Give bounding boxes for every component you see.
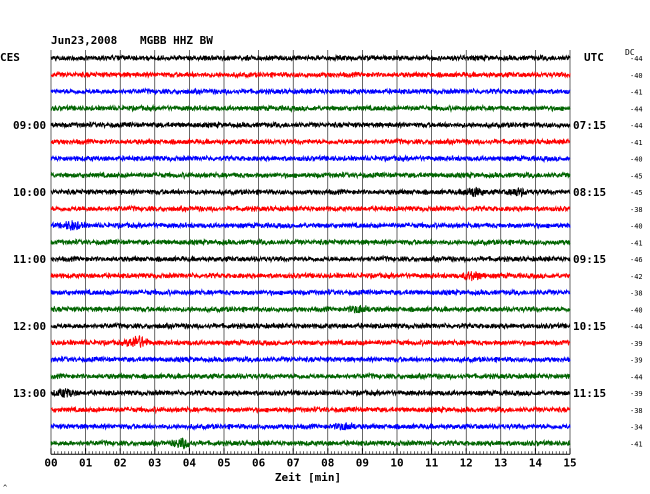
right-time-labels: 07:15 08:15 09:15 10:15 11:15: [573, 119, 606, 400]
trace-line: [50, 53, 571, 63]
x-tick-label: 10: [390, 456, 403, 469]
trace-line: [50, 103, 571, 114]
x-axis: 00 01 02 03 04 05 06 07 08 09 10 11 12 13 14 15: [44, 448, 577, 469]
seismic-traces: [50, 53, 571, 450]
dc-offset-value: -41: [630, 440, 643, 448]
dc-offset-values: -44 -40 -41 -44 -44 -41 -40 -45 -45 -38 -40 -41 -46 -…: [630, 55, 643, 448]
header-date: Jun23,2008: [51, 34, 117, 47]
trace-line: [50, 170, 571, 180]
x-tick-label: 03: [148, 456, 161, 469]
right-time-label: 08:15: [573, 186, 606, 199]
right-time-label: 10:15: [573, 320, 606, 333]
dc-offset-value: -44: [630, 323, 643, 331]
trace-line: [50, 137, 571, 147]
dc-offset-value: -34: [630, 424, 643, 432]
trace-line: [50, 371, 571, 381]
dc-offset-value: -41: [630, 139, 643, 147]
dc-offset-value: -46: [630, 256, 643, 264]
x-tick-label: 13: [494, 456, 507, 469]
x-tick-label: 01: [79, 456, 93, 469]
left-time-label: 09:00: [13, 119, 46, 132]
trace-line: [50, 271, 571, 282]
dc-offset-value: -44: [630, 373, 643, 381]
x-tick-label: 11: [425, 456, 439, 469]
trace-line: [50, 388, 571, 398]
dc-offset-value: -39: [630, 390, 643, 398]
x-tick-label: 02: [114, 456, 127, 469]
x-tick-label: 07: [287, 456, 300, 469]
trace-line: [50, 355, 571, 364]
x-axis-label: Zeit [min]: [275, 471, 341, 484]
dc-offset-value: -40: [630, 306, 643, 314]
trace-line: [50, 422, 571, 431]
dc-offset-value: -40: [630, 72, 643, 80]
x-tick-label: 04: [183, 456, 197, 469]
time-grid: [50, 50, 571, 452]
trace-line: [50, 437, 571, 450]
trace-line: [50, 288, 571, 298]
trace-line: [50, 204, 571, 214]
dc-offset-value: -44: [630, 105, 643, 113]
x-tick-label: 05: [217, 456, 230, 469]
trace-line: [50, 220, 571, 231]
dc-offset-value: -41: [630, 89, 643, 97]
dc-offset-value: -44: [630, 55, 643, 63]
trace-line: [50, 120, 571, 130]
dc-offset-value: -38: [630, 407, 643, 415]
x-tick-label: 06: [252, 456, 266, 469]
dc-offset-value: -45: [630, 189, 643, 197]
trace-line: [50, 405, 571, 415]
trace-line: [50, 254, 571, 264]
x-tick-label: 08: [321, 456, 334, 469]
x-tick-label: 09: [356, 456, 369, 469]
dc-offset-value: -40: [630, 223, 643, 231]
trace-line: [50, 321, 571, 331]
right-time-label: 07:15: [573, 119, 606, 132]
trace-line: [50, 186, 571, 198]
left-time-label: 12:00: [13, 320, 46, 333]
right-time-label: 09:15: [573, 253, 606, 266]
dc-offset-value: -40: [630, 156, 643, 164]
dc-offset-value: -38: [630, 290, 643, 298]
dc-label: DC: [625, 48, 635, 57]
dc-offset-value: -39: [630, 340, 643, 348]
left-time-label: 10:00: [13, 186, 46, 199]
trace-line: [50, 237, 571, 247]
x-tick-label: 15: [563, 456, 576, 469]
right-time-label: 11:15: [573, 387, 606, 400]
trace-line: [50, 154, 571, 164]
header-station: MGBB HHZ BW: [140, 34, 213, 47]
x-tick-label: 14: [529, 456, 543, 469]
trace-line: [50, 70, 571, 80]
dc-offset-value: -39: [630, 357, 643, 365]
left-time-labels: 09:00 10:00 11:00 12:00 13:00: [13, 119, 46, 400]
trace-line: [50, 335, 571, 348]
dc-offset-value: -42: [630, 273, 643, 281]
left-time-label: 13:00: [13, 387, 46, 400]
trace-line: [50, 304, 571, 314]
dc-offset-value: -45: [630, 172, 643, 180]
dc-offset-value: -38: [630, 206, 643, 214]
left-time-label: 11:00: [13, 253, 46, 266]
dc-offset-value: -41: [630, 239, 643, 247]
trace-line: [50, 87, 571, 96]
x-tick-label: 00: [44, 456, 57, 469]
dc-offset-value: -44: [630, 122, 643, 130]
x-tick-label: 12: [460, 456, 473, 469]
left-zone-label: CES: [0, 51, 20, 64]
right-zone-label: UTC: [584, 51, 604, 64]
corner-mark: ^: [3, 484, 7, 492]
